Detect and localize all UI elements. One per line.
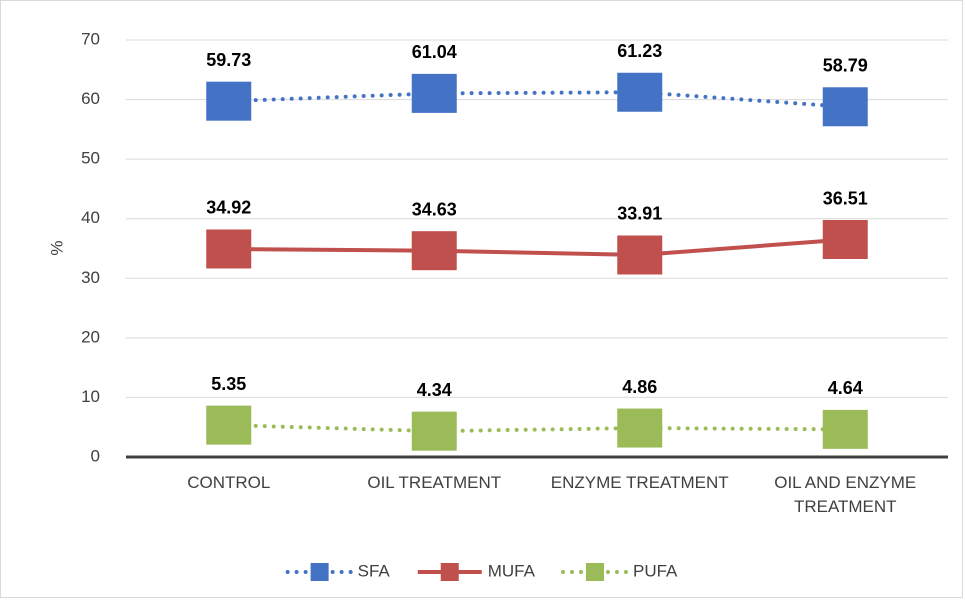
legend-label: MUFA — [488, 561, 536, 580]
series-line — [226, 423, 848, 434]
x-tick-label-box: ENZYME TREATMENT — [550, 473, 729, 492]
x-tick-label: CONTROL — [187, 473, 271, 492]
y-tick-label: 10 — [81, 387, 100, 406]
data-label: 36.51 — [823, 188, 868, 208]
series-line — [226, 90, 848, 109]
marker — [206, 81, 252, 121]
y-tick-label: 0 — [91, 446, 100, 465]
legend-label: SFA — [358, 561, 391, 580]
data-label: 5.35 — [211, 374, 246, 394]
x-tick-label-box: OIL AND ENZYME TREATMENT — [774, 473, 917, 516]
data-label: 59.73 — [206, 50, 251, 70]
y-axis-label: % — [47, 240, 66, 255]
marker — [822, 87, 868, 127]
legend-label: PUFA — [633, 561, 678, 580]
x-tick-label: OIL TREATMENT — [367, 473, 502, 492]
legend: SFA MUFA PUFA — [285, 561, 678, 581]
y-tick-label: 20 — [81, 327, 100, 346]
y-tick-label: 30 — [81, 268, 100, 287]
x-tick-label-box: OIL TREATMENT — [367, 473, 502, 492]
data-label: 61.23 — [617, 41, 662, 61]
legend-marker — [440, 563, 459, 581]
data-label: 61.04 — [412, 42, 457, 62]
marker — [206, 229, 252, 269]
x-tick-label: OIL AND ENZYME TREATMENT — [774, 473, 917, 516]
data-label: 4.64 — [828, 378, 863, 398]
marker — [617, 235, 663, 275]
marker — [411, 231, 457, 271]
data-label: 33.91 — [617, 204, 662, 224]
series-line — [228, 237, 846, 257]
legend-marker — [310, 563, 329, 581]
y-tick-label: 60 — [81, 89, 100, 108]
marker — [617, 72, 663, 112]
marker — [411, 411, 457, 451]
y-tick-label: 40 — [81, 208, 100, 227]
marker — [411, 73, 457, 113]
x-tick-label-box: CONTROL — [187, 473, 271, 492]
data-label: 4.86 — [622, 377, 657, 397]
marker — [206, 405, 252, 445]
y-tick-label: 70 — [81, 29, 100, 48]
data-label: 4.34 — [417, 380, 452, 400]
x-tick-label: ENZYME TREATMENT — [550, 473, 729, 492]
data-label: 58.79 — [823, 56, 868, 76]
marker — [617, 408, 663, 448]
marker — [822, 220, 868, 260]
y-tick-label: 50 — [81, 149, 100, 168]
marker — [822, 409, 868, 449]
legend-marker — [585, 563, 604, 581]
data-label: 34.92 — [206, 198, 251, 218]
data-label: 34.63 — [412, 199, 457, 219]
